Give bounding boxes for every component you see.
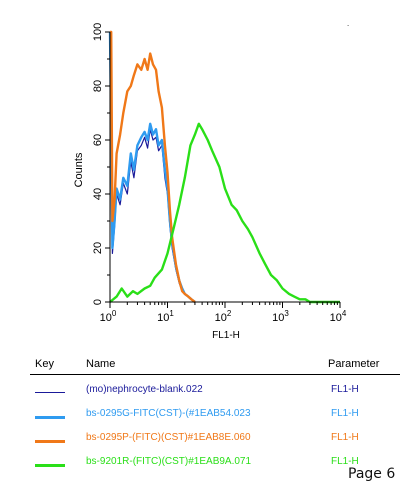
histogram-chart: 100 101 102 103 104 0 20 40 60 80 100 Counts FL1-… (73, 23, 350, 341)
key-header: Key (35, 358, 54, 370)
y-axis-label: Counts (73, 152, 85, 187)
x-tick-label: 103 (272, 309, 289, 324)
key-row: bs-9201R-(FITC)(CST)#1EAB9A.071 FL1-H (0, 456, 400, 476)
corner-mark: ˙ (347, 24, 350, 34)
key-table: Key Name Parameter (mo)nephrocyte-blank.… (0, 358, 400, 484)
series-line (110, 30, 196, 303)
x-tick-label: 100 (100, 309, 117, 324)
page-label: Page 6 (348, 466, 396, 482)
key-row-name: bs-0295P-(FITC)(CST)#1EAB8E.060 (86, 432, 251, 443)
x-tick-layer: 100 101 102 103 104 (100, 302, 347, 324)
axis-layer (109, 32, 340, 303)
y-tick-label: 0 (92, 299, 104, 305)
key-row-parameter: FL1-H (331, 456, 359, 467)
key-swatch (35, 440, 65, 443)
x-tick-label: 101 (157, 309, 174, 324)
y-tick-label: 60 (92, 134, 104, 146)
key-row-name: bs-9201R-(FITC)(CST)#1EAB9A.071 (86, 456, 252, 467)
x-tick-label: 104 (330, 309, 347, 324)
parameter-header: Parameter (328, 358, 380, 370)
name-header: Name (86, 358, 116, 370)
key-row-name: (mo)nephrocyte-blank.022 (86, 384, 203, 395)
series-layer (108, 30, 340, 304)
key-swatch (35, 464, 65, 467)
y-tick-layer: 0 20 40 60 80 100 (92, 23, 110, 305)
key-swatch (35, 392, 65, 393)
x-axis-label: FL1-H (212, 330, 240, 341)
x-tick-label: 102 (215, 309, 232, 324)
key-row-parameter: FL1-H (331, 432, 359, 443)
key-row-parameter: FL1-H (331, 384, 359, 395)
series-line (109, 31, 196, 303)
key-row: bs-0295P-(FITC)(CST)#1EAB8E.060 FL1-H (0, 432, 400, 452)
y-tick-label: 100 (92, 23, 104, 41)
key-row: (mo)nephrocyte-blank.022 FL1-H (0, 384, 400, 404)
key-row-name: bs-0295G-FITC(CST)-(#1EAB54.023 (86, 408, 251, 419)
key-row: bs-0295G-FITC(CST)-(#1EAB54.023 FL1-H (0, 408, 400, 428)
y-tick-label: 80 (92, 80, 104, 92)
key-swatch (35, 416, 65, 419)
header-divider (30, 374, 400, 375)
series-line (108, 31, 196, 303)
key-row-parameter: FL1-H (331, 408, 359, 419)
series-line (109, 122, 340, 304)
y-tick-label: 20 (92, 242, 104, 254)
y-tick-label: 40 (92, 188, 104, 200)
